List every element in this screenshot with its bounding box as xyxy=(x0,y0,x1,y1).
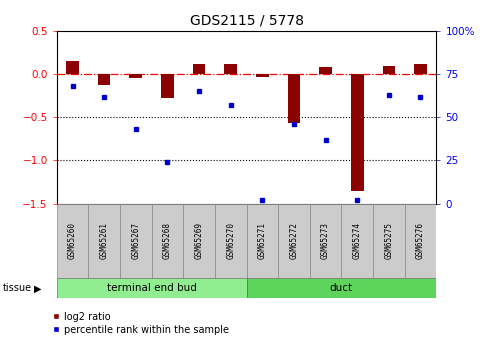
Bar xyxy=(57,278,246,298)
Text: terminal end bud: terminal end bud xyxy=(106,284,197,293)
Text: ▶: ▶ xyxy=(34,284,41,293)
Bar xyxy=(246,278,436,298)
Bar xyxy=(287,74,300,124)
Bar xyxy=(319,67,332,74)
Text: GSM65275: GSM65275 xyxy=(385,222,393,259)
Bar xyxy=(161,74,174,98)
Bar xyxy=(98,74,110,85)
Bar xyxy=(414,64,427,74)
Bar xyxy=(351,74,363,190)
Bar xyxy=(183,204,215,278)
Bar xyxy=(120,204,152,278)
Bar xyxy=(256,74,269,77)
Legend: log2 ratio, percentile rank within the sample: log2 ratio, percentile rank within the s… xyxy=(52,312,229,335)
Text: GSM65272: GSM65272 xyxy=(289,222,298,259)
Text: GSM65260: GSM65260 xyxy=(68,222,77,259)
Bar xyxy=(278,204,310,278)
Text: GSM65269: GSM65269 xyxy=(195,222,204,259)
Bar xyxy=(310,204,341,278)
Text: tissue: tissue xyxy=(2,284,32,293)
Bar xyxy=(66,61,79,74)
Bar xyxy=(405,204,436,278)
Bar xyxy=(373,204,405,278)
Bar xyxy=(224,64,237,74)
Bar xyxy=(215,204,246,278)
Bar xyxy=(383,66,395,74)
Title: GDS2115 / 5778: GDS2115 / 5778 xyxy=(189,13,304,27)
Bar xyxy=(193,64,206,74)
Bar xyxy=(152,204,183,278)
Bar xyxy=(57,204,88,278)
Bar xyxy=(246,204,278,278)
Text: GSM65276: GSM65276 xyxy=(416,222,425,259)
Text: GSM65270: GSM65270 xyxy=(226,222,235,259)
Text: duct: duct xyxy=(330,284,353,293)
Bar xyxy=(341,204,373,278)
Text: GSM65267: GSM65267 xyxy=(131,222,141,259)
Text: GSM65271: GSM65271 xyxy=(258,222,267,259)
Bar xyxy=(88,204,120,278)
Bar xyxy=(130,74,142,78)
Text: GSM65261: GSM65261 xyxy=(100,222,108,259)
Text: GSM65268: GSM65268 xyxy=(163,222,172,259)
Text: GSM65274: GSM65274 xyxy=(352,222,362,259)
Text: GSM65273: GSM65273 xyxy=(321,222,330,259)
